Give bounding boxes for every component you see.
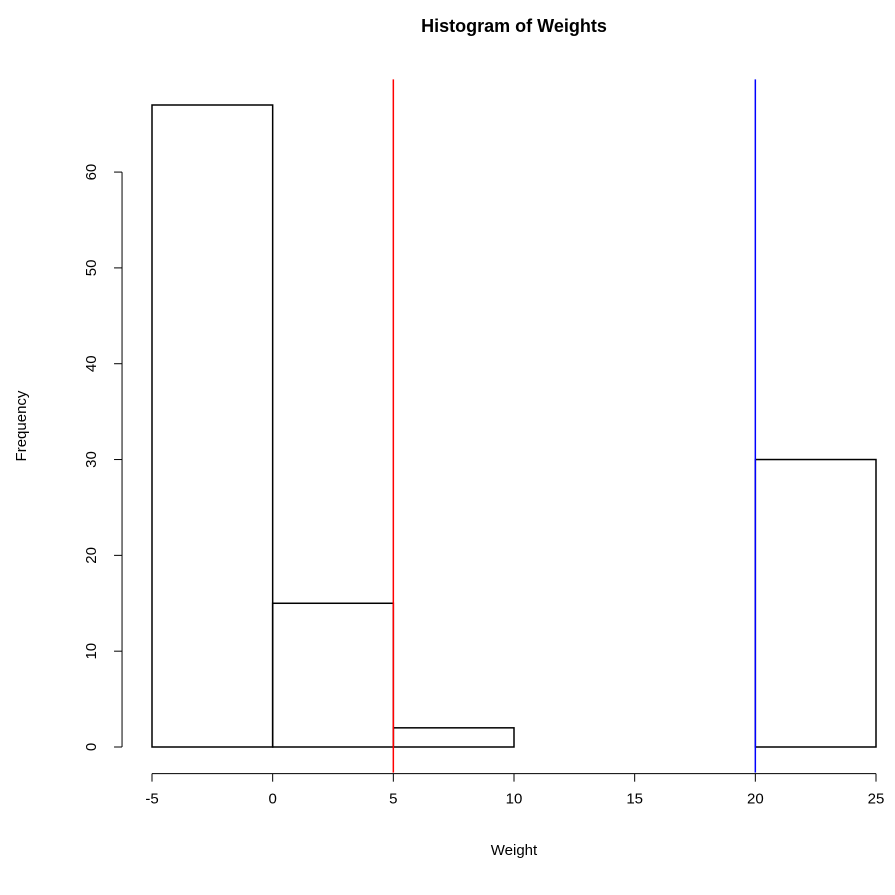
x-tick-label: 0 bbox=[268, 791, 276, 808]
y-tick-label: 60 bbox=[83, 164, 100, 181]
x-axis-title: Weight bbox=[491, 842, 538, 859]
y-tick-label: 0 bbox=[83, 743, 100, 751]
x-tick-label: 15 bbox=[626, 791, 643, 808]
bar bbox=[271, 602, 395, 748]
y-tick-label: 30 bbox=[83, 451, 100, 468]
x-tick-label: 5 bbox=[389, 791, 397, 808]
y-tick-label: 50 bbox=[83, 260, 100, 277]
x-tick-label: -5 bbox=[145, 791, 158, 808]
x-tick-label: 25 bbox=[868, 791, 885, 808]
x-tick-label: 20 bbox=[747, 791, 764, 808]
x-tick-label: 10 bbox=[506, 791, 523, 808]
y-axis-title: Frequency bbox=[13, 390, 30, 461]
y-tick-label: 20 bbox=[83, 547, 100, 564]
bar bbox=[392, 727, 515, 748]
y-tick-label: 10 bbox=[83, 643, 100, 660]
chart-title: Histogram of Weights bbox=[421, 16, 607, 36]
bar bbox=[151, 104, 274, 748]
y-tick-label: 40 bbox=[83, 355, 100, 372]
bar bbox=[754, 458, 877, 748]
